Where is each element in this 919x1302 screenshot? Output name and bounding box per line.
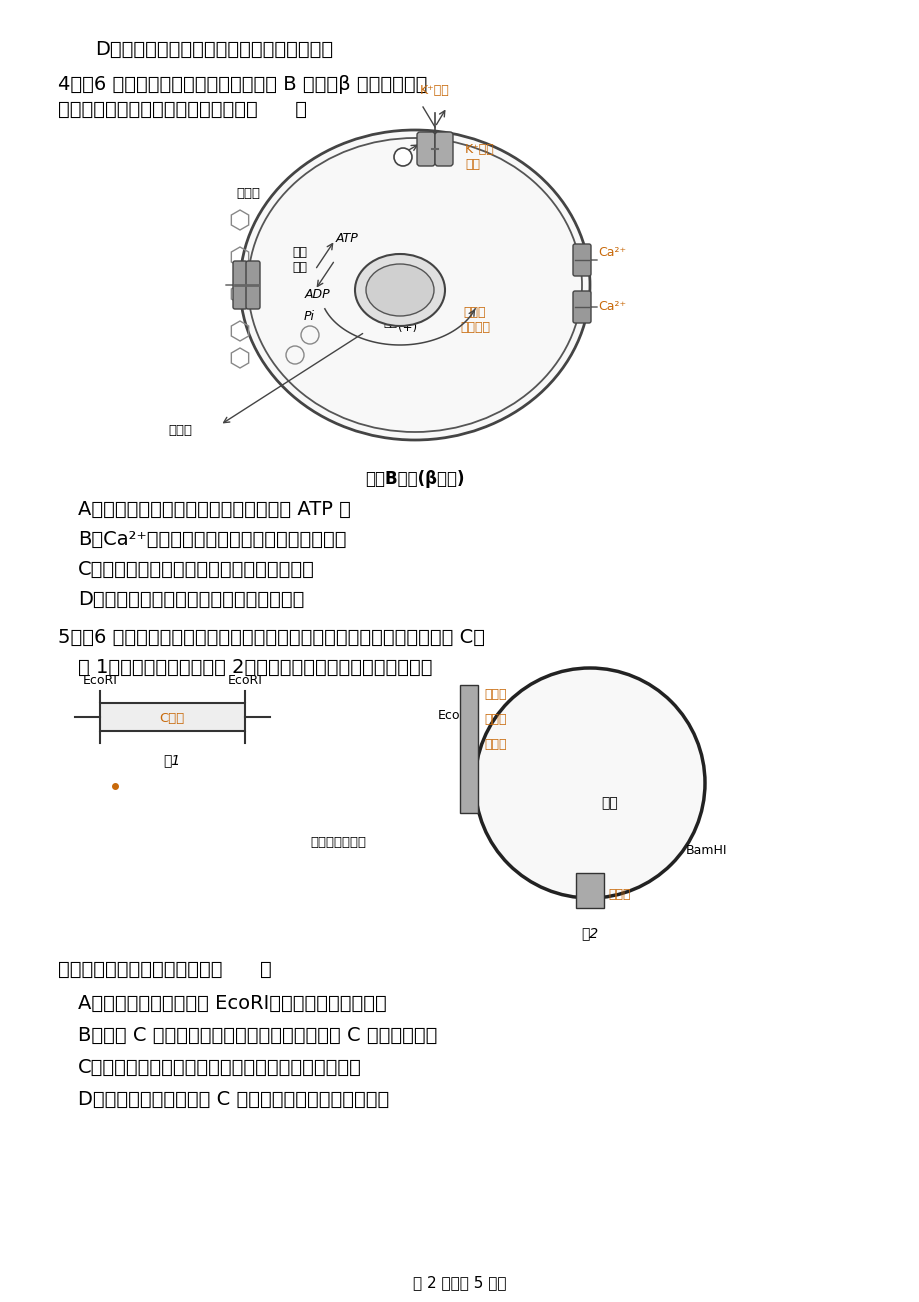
Text: 图2: 图2 <box>581 926 598 940</box>
Text: K⁺通道: K⁺通道 <box>420 85 449 98</box>
FancyBboxPatch shape <box>573 243 590 276</box>
Text: 启动子: 启动子 <box>483 689 506 702</box>
Text: 5．（6 分）为了增加菊花花色类型，研究者从其他植物中克隆出花色基因 C（: 5．（6 分）为了增加菊花花色类型，研究者从其他植物中克隆出花色基因 C（ <box>58 628 484 647</box>
Text: 第 2 页（共 5 页）: 第 2 页（共 5 页） <box>413 1275 506 1290</box>
Text: A．细胞呼吸将葡萄糖中的化学能贮存在 ATP 中: A．细胞呼吸将葡萄糖中的化学能贮存在 ATP 中 <box>78 500 350 519</box>
Text: EcoRⅠ: EcoRⅠ <box>83 674 118 687</box>
Text: 4．（6 分）细胞外葡萄糖浓度调节膜岛 B 细胞（β 细胞）分泌胰: 4．（6 分）细胞外葡萄糖浓度调节膜岛 B 细胞（β 细胞）分泌胰 <box>58 76 427 94</box>
Text: C．细胞外葡萄糖浓度降低会促使胰岛素释放: C．细胞外葡萄糖浓度降低会促使胰岛素释放 <box>78 560 314 579</box>
Text: Ca²⁺: Ca²⁺ <box>597 246 626 259</box>
Ellipse shape <box>355 254 445 326</box>
Text: 胰岛素: 胰岛素 <box>389 288 410 301</box>
Text: B．Ca²⁺内流促使细胞通过胞吐方式释放胰岛素: B．Ca²⁺内流促使细胞通过胞吐方式释放胰岛素 <box>78 530 346 549</box>
Text: (+): (+) <box>398 322 417 335</box>
FancyBboxPatch shape <box>233 260 246 309</box>
Text: 细胞
呼吸: 细胞 呼吸 <box>292 246 307 273</box>
Circle shape <box>474 668 704 898</box>
Ellipse shape <box>248 138 582 432</box>
Text: C基因: C基因 <box>159 711 185 724</box>
Text: B．用含 C 基因的农杆菌侵染菊花愈伤组织，将 C 基因导入细胞: B．用含 C 基因的农杆菌侵染菊花愈伤组织，将 C 基因导入细胞 <box>78 1026 437 1046</box>
Text: D．该过程参与了血糖浓度的反馈调节机制: D．该过程参与了血糖浓度的反馈调节机制 <box>78 590 304 609</box>
FancyBboxPatch shape <box>573 292 590 323</box>
FancyBboxPatch shape <box>416 132 435 165</box>
Text: Pi: Pi <box>303 310 314 323</box>
Text: 胰岛B细胞(β细胞): 胰岛B细胞(β细胞) <box>365 470 464 488</box>
Ellipse shape <box>366 264 434 316</box>
Text: P: P <box>399 152 406 161</box>
Text: D．棟树生长的群落中，其他树种都不耐酸雨: D．棟树生长的群落中，其他树种都不耐酸雨 <box>95 40 333 59</box>
Bar <box>575 874 604 907</box>
FancyBboxPatch shape <box>245 260 260 309</box>
Text: ATP: ATP <box>335 232 358 245</box>
Bar <box>460 685 478 812</box>
Text: 质粒: 质粒 <box>601 796 618 810</box>
Text: K⁺外流
受阻: K⁺外流 受阻 <box>464 143 494 171</box>
Text: Ca²⁺: Ca²⁺ <box>597 301 626 314</box>
Text: 终止子: 终止子 <box>483 713 506 727</box>
FancyBboxPatch shape <box>435 132 452 165</box>
Text: EcoRⅠ: EcoRⅠ <box>437 708 472 721</box>
Ellipse shape <box>240 130 589 440</box>
Text: 胰岛素: 胰岛素 <box>168 423 192 436</box>
Text: C．在培养基中添加卡那霉素，筛选被转化的菊花细胞: C．在培养基中添加卡那霉素，筛选被转化的菊花细胞 <box>78 1059 361 1077</box>
Bar <box>100 703 244 730</box>
Text: 启动子: 启动子 <box>483 738 506 751</box>
Text: 葡萄糖: 葡萄糖 <box>236 187 260 201</box>
Text: 终止子: 终止子 <box>607 888 630 901</box>
Text: 潮霉素抗性基因: 潮霉素抗性基因 <box>310 836 366 849</box>
Text: 图1: 图1 <box>164 753 180 767</box>
Text: BamHⅠ: BamHⅠ <box>686 845 727 858</box>
Text: 图 1），拟将其与质粒（图 2）重组，再借助农杆菌导入菊花中。: 图 1），拟将其与质粒（图 2）重组，再借助农杆菌导入菊花中。 <box>78 658 432 677</box>
Text: 岛素的过程如图，对其理解错误的是（      ）: 岛素的过程如图，对其理解错误的是（ ） <box>58 100 307 118</box>
Text: A．用限制性核酸内切酶 EcoRⅠ和连接酶构建重组质粒: A．用限制性核酸内切酶 EcoRⅠ和连接酶构建重组质粒 <box>78 993 386 1013</box>
Text: ADP: ADP <box>305 289 330 302</box>
Circle shape <box>393 148 412 165</box>
Text: 下列操作与实验目的不符的是（      ）: 下列操作与实验目的不符的是（ ） <box>58 960 271 979</box>
Text: 细胞膜
电位变化: 细胞膜 电位变化 <box>460 306 490 335</box>
Text: D．用分子杂交方法检测 C 基因是否整合到菊花染色体上: D．用分子杂交方法检测 C 基因是否整合到菊花染色体上 <box>78 1090 389 1109</box>
Text: EcoRⅠ: EcoRⅠ <box>227 674 262 687</box>
Text: 释放: 释放 <box>382 315 397 328</box>
